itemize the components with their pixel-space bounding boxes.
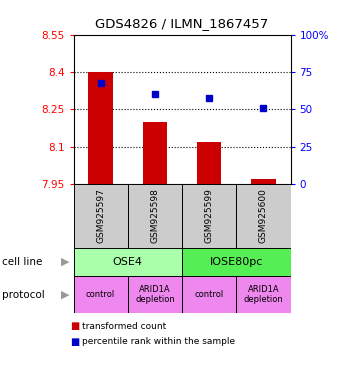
Text: GSM925598: GSM925598 xyxy=(150,189,159,243)
Text: ARID1A
depletion: ARID1A depletion xyxy=(135,285,175,305)
Bar xyxy=(128,184,182,248)
Bar xyxy=(128,276,182,313)
Text: OSE4: OSE4 xyxy=(113,257,143,267)
Bar xyxy=(89,72,113,184)
Text: cell line: cell line xyxy=(2,257,42,267)
Bar xyxy=(74,276,128,313)
Text: GSM925600: GSM925600 xyxy=(259,189,268,243)
Text: GSM925599: GSM925599 xyxy=(205,189,214,243)
Bar xyxy=(74,248,182,276)
Text: ▶: ▶ xyxy=(61,257,69,267)
Bar xyxy=(236,184,290,248)
Text: GDS4826 / ILMN_1867457: GDS4826 / ILMN_1867457 xyxy=(95,17,269,30)
Text: GSM925597: GSM925597 xyxy=(96,189,105,243)
Bar xyxy=(236,276,290,313)
Text: control: control xyxy=(195,290,224,299)
Text: ■: ■ xyxy=(70,337,79,347)
Bar xyxy=(182,184,236,248)
Text: control: control xyxy=(86,290,115,299)
Text: percentile rank within the sample: percentile rank within the sample xyxy=(82,337,235,346)
Bar xyxy=(74,184,128,248)
Bar xyxy=(143,122,167,184)
Text: ■: ■ xyxy=(70,321,79,331)
Text: transformed count: transformed count xyxy=(82,322,167,331)
Bar xyxy=(182,248,290,276)
Text: IOSE80pc: IOSE80pc xyxy=(210,257,263,267)
Text: protocol: protocol xyxy=(2,290,44,300)
Bar xyxy=(251,179,275,184)
Text: ARID1A
depletion: ARID1A depletion xyxy=(244,285,283,305)
Bar xyxy=(197,142,221,184)
Bar xyxy=(182,276,236,313)
Text: ▶: ▶ xyxy=(61,290,69,300)
